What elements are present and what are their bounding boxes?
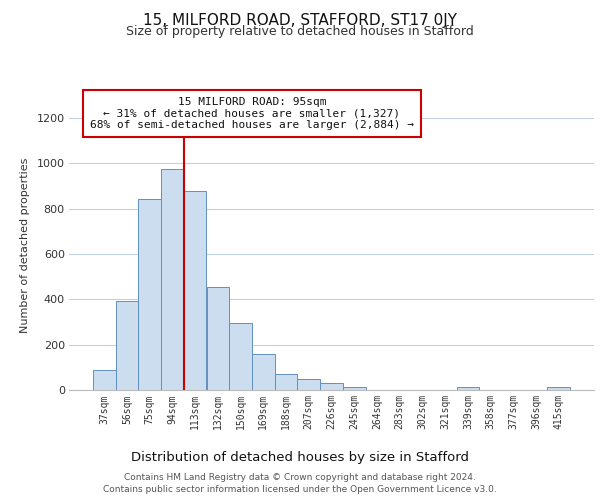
Text: 15, MILFORD ROAD, STAFFORD, ST17 0JY: 15, MILFORD ROAD, STAFFORD, ST17 0JY — [143, 12, 457, 28]
Text: 15 MILFORD ROAD: 95sqm
← 31% of detached houses are smaller (1,327)
68% of semi-: 15 MILFORD ROAD: 95sqm ← 31% of detached… — [90, 97, 414, 130]
Bar — [206, 287, 229, 390]
Text: Contains public sector information licensed under the Open Government Licence v3: Contains public sector information licen… — [103, 484, 497, 494]
Bar — [320, 383, 343, 390]
Bar — [161, 169, 184, 390]
Bar — [229, 323, 252, 390]
Bar — [116, 300, 139, 390]
Text: Contains HM Land Registry data © Crown copyright and database right 2024.: Contains HM Land Registry data © Crown c… — [124, 473, 476, 482]
Bar — [457, 388, 479, 390]
Bar — [139, 198, 161, 390]
Text: Size of property relative to detached houses in Stafford: Size of property relative to detached ho… — [126, 25, 474, 38]
Bar — [252, 354, 275, 390]
Bar — [343, 386, 365, 390]
Bar — [298, 378, 320, 390]
Text: Distribution of detached houses by size in Stafford: Distribution of detached houses by size … — [131, 451, 469, 464]
Bar — [275, 374, 298, 390]
Bar — [547, 388, 570, 390]
Bar — [184, 190, 206, 390]
Bar — [93, 370, 116, 390]
Y-axis label: Number of detached properties: Number of detached properties — [20, 158, 30, 332]
